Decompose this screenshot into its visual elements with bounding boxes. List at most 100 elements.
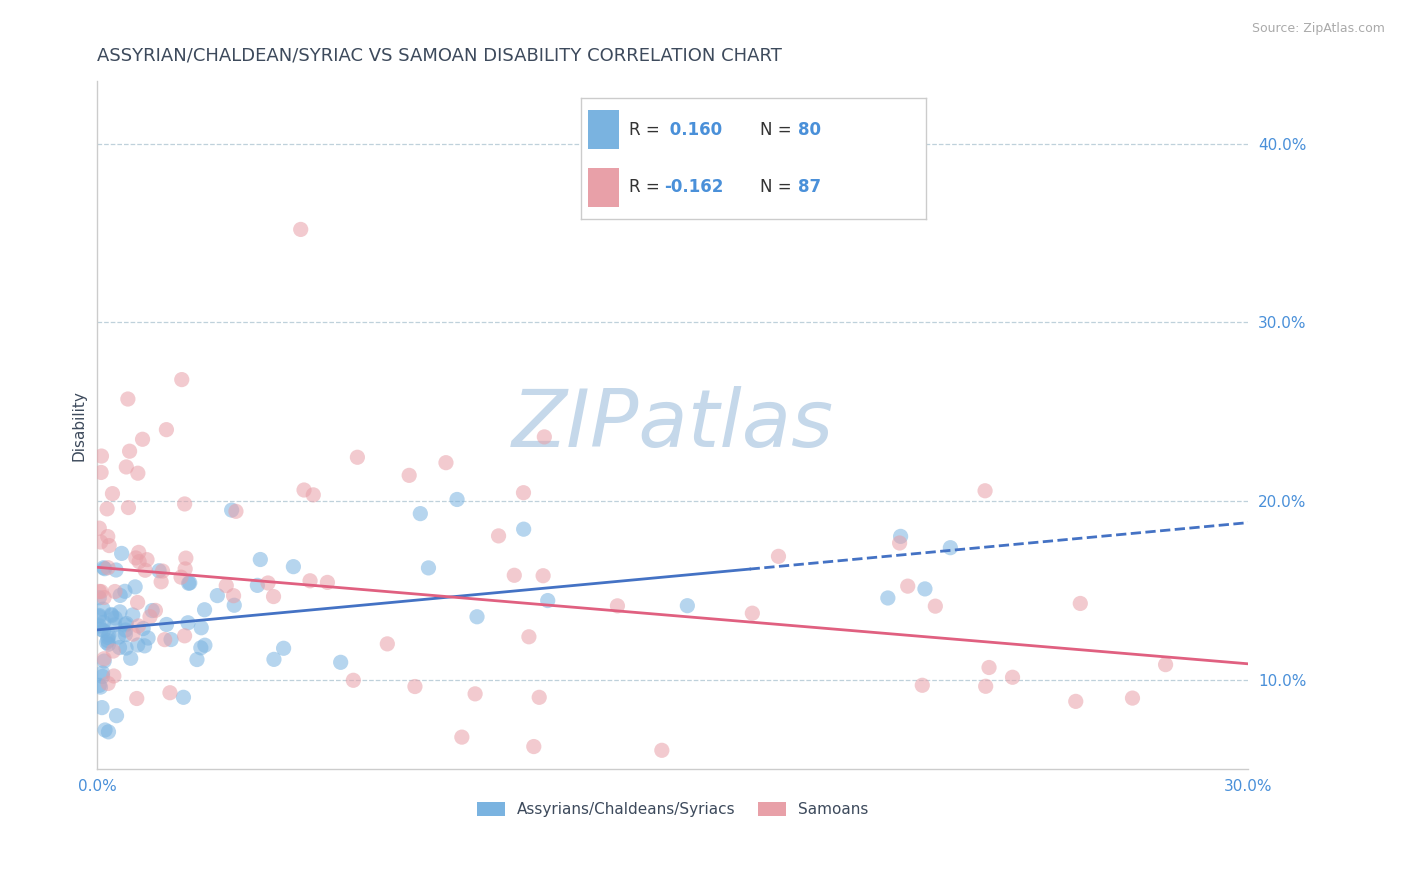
Point <box>150 574 173 589</box>
Point <box>302 488 325 502</box>
Point <box>889 536 911 550</box>
Point <box>172 690 194 705</box>
Point <box>290 222 312 236</box>
Point <box>89 619 111 633</box>
Point <box>1069 597 1091 611</box>
Point <box>224 599 246 613</box>
Point <box>100 608 122 623</box>
Point <box>177 615 200 630</box>
Point <box>89 608 111 623</box>
Point <box>263 652 285 666</box>
Point <box>375 637 398 651</box>
Point <box>117 392 139 406</box>
Point <box>89 609 111 624</box>
Point <box>105 563 128 577</box>
Text: ZIPatlas: ZIPatlas <box>512 386 834 464</box>
Point <box>97 676 120 690</box>
Point <box>446 492 468 507</box>
Point <box>91 665 114 680</box>
Point <box>127 466 149 480</box>
Point <box>651 743 673 757</box>
Point <box>346 450 368 465</box>
Point <box>173 629 195 643</box>
Point <box>174 551 197 566</box>
Point <box>246 578 269 592</box>
Point <box>127 619 149 633</box>
Point <box>93 624 115 638</box>
Point <box>91 602 114 616</box>
Point <box>134 563 156 577</box>
Point <box>1154 657 1177 672</box>
Point <box>897 579 920 593</box>
Point <box>125 550 148 565</box>
Point <box>329 656 352 670</box>
Point <box>89 678 111 692</box>
Point <box>174 562 197 576</box>
Point <box>103 644 125 658</box>
Point <box>105 708 128 723</box>
Point <box>153 632 176 647</box>
Point <box>207 589 229 603</box>
Point <box>170 570 193 584</box>
Point <box>194 638 217 652</box>
Point <box>531 568 554 582</box>
Point <box>523 739 546 754</box>
Point <box>533 430 555 444</box>
Point <box>93 651 115 665</box>
Point <box>890 529 912 543</box>
Point <box>141 603 163 617</box>
Point <box>1064 694 1087 708</box>
Point <box>127 595 149 609</box>
Point <box>103 669 125 683</box>
Point <box>876 591 898 605</box>
Point <box>924 599 946 614</box>
Point <box>124 580 146 594</box>
Point <box>465 609 488 624</box>
Point <box>450 730 472 744</box>
Point <box>299 574 322 588</box>
Point <box>115 640 138 655</box>
Point <box>97 724 120 739</box>
Point <box>121 607 143 622</box>
Point <box>128 555 150 569</box>
Point <box>136 631 159 645</box>
Point <box>114 627 136 641</box>
Point <box>257 576 280 591</box>
Point <box>93 562 115 576</box>
Point <box>128 545 150 559</box>
Point <box>139 609 162 624</box>
Point <box>1001 670 1024 684</box>
Point <box>131 432 153 446</box>
Point <box>179 575 201 590</box>
Point <box>225 504 247 518</box>
Point <box>974 679 997 693</box>
Point <box>114 618 136 632</box>
Point <box>98 539 121 553</box>
Point <box>170 373 193 387</box>
Point <box>97 633 120 648</box>
Point <box>977 660 1000 674</box>
Point <box>741 606 763 620</box>
Point <box>512 485 534 500</box>
Point <box>97 560 120 574</box>
Point <box>90 584 112 599</box>
Point <box>159 686 181 700</box>
Point <box>118 444 141 458</box>
Point <box>186 652 208 666</box>
Point <box>398 468 420 483</box>
Point <box>93 560 115 574</box>
Point <box>91 669 114 683</box>
Point <box>91 700 114 714</box>
Point <box>273 641 295 656</box>
Point <box>215 579 238 593</box>
Point <box>155 617 177 632</box>
Point <box>512 522 534 536</box>
Point <box>292 483 315 497</box>
Point <box>125 691 148 706</box>
Point <box>134 639 156 653</box>
Point <box>97 637 120 651</box>
Point <box>108 605 131 619</box>
Text: Source: ZipAtlas.com: Source: ZipAtlas.com <box>1251 22 1385 36</box>
Point <box>434 456 457 470</box>
Point <box>114 623 136 637</box>
